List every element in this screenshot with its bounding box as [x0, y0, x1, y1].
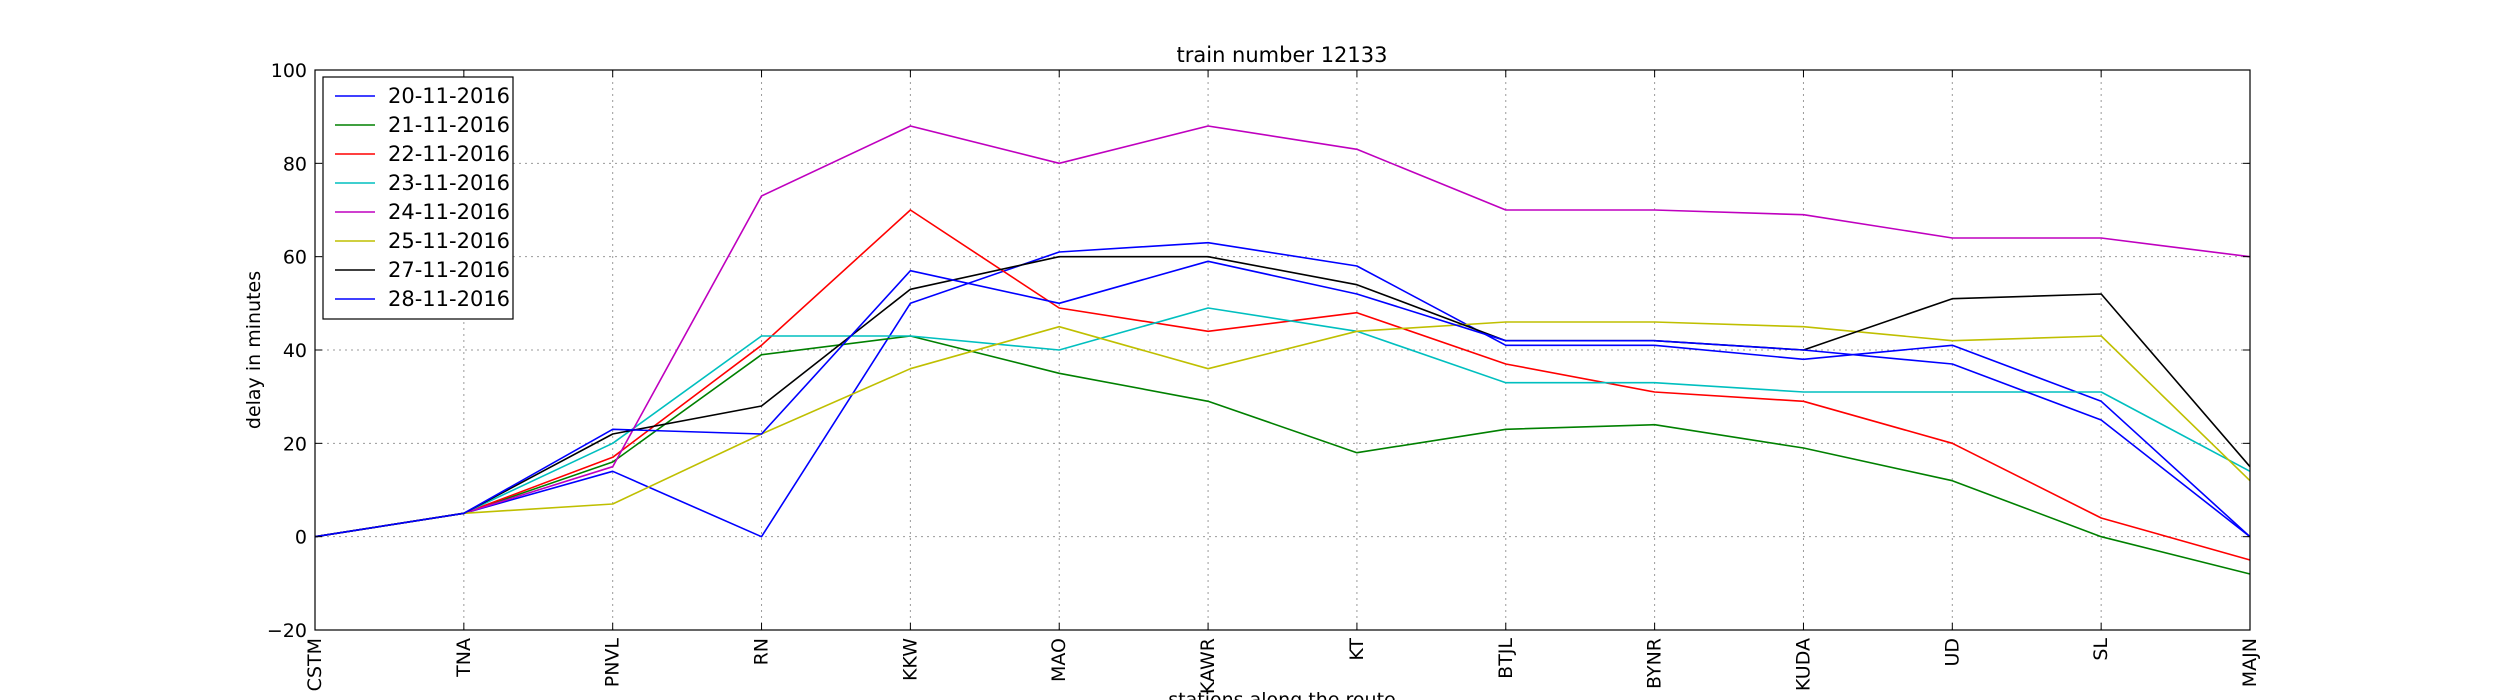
x-tick-label: SL [2090, 638, 2112, 661]
x-tick-label: KKW [899, 638, 921, 681]
y-tick-label: 100 [271, 60, 307, 82]
x-tick-label: BTJL [1495, 638, 1517, 679]
y-tick-label: 80 [283, 153, 307, 175]
legend-entry: 20-11-2016 [388, 84, 510, 108]
y-tick-label: 20 [283, 433, 307, 455]
series-line [314, 255, 2251, 538]
legend-entry: 23-11-2016 [388, 171, 510, 195]
y-tick-label: 40 [283, 340, 307, 362]
legend-entry: 22-11-2016 [388, 142, 510, 166]
axis-ticks: CSTM TNA PNVL RN KKW MAO KAWR KT BTJL BYNR KUDA UD S… [267, 60, 2261, 694]
x-tick-label: KUDA [1792, 638, 1814, 691]
legend-entry: 24-11-2016 [388, 200, 510, 224]
series-line [314, 307, 2251, 538]
series-lines [314, 125, 2251, 575]
series-line [314, 260, 2251, 538]
x-tick-label: BYNR [1644, 638, 1666, 689]
legend-entry: 27-11-2016 [388, 258, 510, 282]
y-tick-label: 0 [295, 527, 307, 549]
x-tick-label: TNA [453, 638, 475, 678]
legend: 20-11-2016 21-11-2016 22-11-2016 23-11-2016… [322, 76, 514, 320]
legend-entry: 21-11-2016 [388, 113, 510, 137]
x-tick-label: MAJN [2239, 638, 2261, 687]
x-tick-label: CSTM [304, 638, 326, 691]
x-axis-label: stations along the route [1168, 689, 1395, 700]
series-line [314, 125, 2251, 538]
x-tick-label: RN [751, 638, 773, 665]
y-axis-label: delay in minutes [243, 271, 265, 429]
x-tick-label: KT [1346, 638, 1368, 661]
legend-entry: 28-11-2016 [388, 287, 510, 311]
series-line [314, 335, 2251, 575]
x-tick-label: UD [1941, 638, 1963, 667]
series-line [314, 321, 2251, 538]
x-tick-label: PNVL [602, 638, 624, 688]
chart-title: train number 12133 [1177, 43, 1388, 67]
legend-box [322, 76, 514, 320]
series-line [314, 209, 2251, 561]
legend-entry: 25-11-2016 [388, 229, 510, 253]
x-tick-label: KAWR [1197, 638, 1219, 694]
y-tick-label: −20 [267, 620, 307, 642]
series-line [314, 241, 2251, 538]
x-tick-label: MAO [1048, 638, 1070, 682]
y-tick-label: 60 [283, 247, 307, 269]
